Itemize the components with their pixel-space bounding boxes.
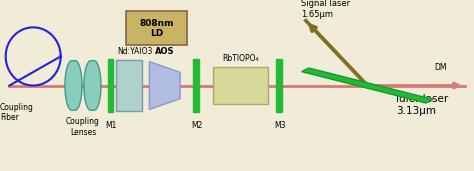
- Bar: [193, 59, 199, 112]
- Text: Signal laser
1.65μm: Signal laser 1.65μm: [301, 0, 350, 19]
- Text: M3: M3: [274, 121, 285, 130]
- Text: Nd:YAlO3: Nd:YAlO3: [117, 47, 153, 56]
- Polygon shape: [65, 61, 82, 110]
- Text: 808nm
LD: 808nm LD: [139, 18, 173, 38]
- Text: M2: M2: [191, 121, 202, 130]
- Text: Idler laser
3.13μm: Idler laser 3.13μm: [396, 94, 448, 116]
- Polygon shape: [301, 68, 433, 103]
- Text: AOS: AOS: [155, 47, 174, 56]
- Bar: [276, 59, 282, 112]
- Text: Coupling
Fiber: Coupling Fiber: [0, 103, 34, 122]
- Polygon shape: [149, 62, 180, 109]
- Text: M1: M1: [106, 121, 117, 130]
- Text: RbTlOPO₄: RbTlOPO₄: [222, 54, 259, 63]
- Bar: [213, 67, 268, 104]
- Bar: [116, 60, 142, 111]
- Polygon shape: [84, 61, 101, 110]
- Bar: [108, 59, 113, 112]
- FancyBboxPatch shape: [126, 11, 187, 45]
- Text: DM: DM: [434, 63, 447, 71]
- Text: Coupling
Lenses: Coupling Lenses: [66, 117, 100, 136]
